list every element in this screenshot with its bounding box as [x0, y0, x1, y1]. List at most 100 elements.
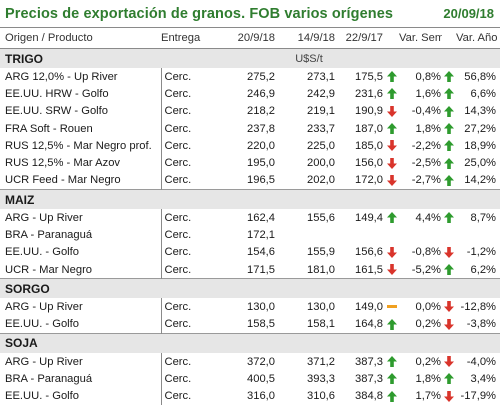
column-header-row: Origen / Producto Entrega 20/9/18 14/9/1… — [0, 27, 500, 49]
col-header-var-year: Var. Año — [456, 27, 500, 49]
cell-price-date2: 202,0 — [307, 174, 335, 187]
arrow-up-icon — [442, 120, 456, 137]
cell-product: UCR - Mar Negro — [5, 263, 93, 276]
arrow-down-icon — [442, 387, 456, 404]
section-name: MAIZ — [0, 189, 161, 210]
arrow-up-icon — [385, 370, 399, 387]
cell-price-date2: 393,3 — [307, 372, 335, 385]
section-spacer — [339, 278, 500, 299]
cell-product: EE.UU. SRW - Golfo — [5, 105, 108, 118]
arrow-up-icon — [442, 154, 456, 171]
cell-delivery: Cerc. — [160, 137, 219, 155]
report-date: 20/09/18 — [443, 6, 494, 21]
cell-delivery: Cerc. — [160, 370, 219, 388]
section-spacer — [161, 189, 279, 210]
table-body: TRIGO U$S/t ARG 12,0% - Up River Cerc. 275,2… — [0, 48, 500, 405]
cell-var-year — [456, 226, 500, 243]
cell-var-year: 8,7% — [470, 211, 497, 224]
arrow-up-icon — [385, 316, 399, 334]
cell-var-year: 18,9% — [464, 139, 496, 152]
cell-var-week: -2,7% — [411, 174, 441, 187]
cell-delivery: Cerc. — [160, 119, 219, 138]
cell-price-date2: 225,0 — [307, 139, 335, 152]
cell-delivery: Cerc. — [160, 85, 219, 103]
cell-var-year: 56,8% — [464, 70, 496, 83]
cell-delivery: Cerc. — [160, 209, 219, 227]
arrow-up-icon — [385, 120, 399, 137]
cell-price-date2 — [279, 226, 339, 243]
table-row: ARG - Up River Cerc. 130,0 130,0 149,0 0,0% -1… — [0, 298, 500, 316]
cell-product: EE.UU. HRW - Golfo — [5, 87, 109, 100]
cell-price-date3: 161,5 — [355, 263, 383, 276]
cell-price-date2: 155,9 — [307, 246, 335, 259]
cell-var-year: -12,8% — [460, 300, 496, 313]
cell-price-date1: 237,8 — [247, 122, 275, 135]
cell-delivery: Cerc. — [160, 387, 219, 405]
section-unit — [279, 278, 339, 299]
section-spacer — [339, 189, 500, 210]
cell-var-year: 6,6% — [470, 87, 497, 100]
arrow-up-icon — [385, 85, 399, 102]
cell-delivery: Cerc. — [160, 315, 219, 334]
section-spacer — [339, 332, 500, 353]
cell-price-date2: 310,6 — [307, 390, 335, 403]
cell-price-date3: 231,6 — [355, 87, 383, 100]
cell-price-date1: 171,5 — [247, 263, 275, 276]
cell-arrow-week — [385, 226, 399, 243]
cell-var-year: -1,2% — [466, 246, 496, 259]
cell-delivery: Cerc. — [160, 243, 219, 261]
cell-price-date3: 190,9 — [355, 105, 383, 118]
arrow-down-icon — [385, 172, 399, 190]
cell-var-week: 0,0% — [415, 300, 442, 313]
cell-price-date1: 372,0 — [247, 355, 275, 368]
cell-var-week: 0,8% — [415, 70, 442, 83]
cell-product: EE.UU. - Golfo — [5, 318, 79, 331]
cell-price-date3: 164,8 — [355, 318, 383, 331]
cell-var-week: -5,2% — [411, 263, 441, 276]
cell-price-date3: 175,5 — [355, 70, 383, 83]
cell-arrow-year — [442, 226, 456, 243]
cell-price-date3: 156,0 — [355, 157, 383, 170]
table-row: EE.UU. - Golfo Cerc. 158,5 158,1 164,8 0,2% -3… — [0, 315, 500, 334]
table-row: ARG - Up River Cerc. 372,0 371,2 387,3 0,2% -4… — [0, 352, 500, 371]
col-header-date3: 22/9/17 — [339, 27, 385, 49]
cell-var-year: 6,2% — [470, 263, 497, 276]
table-row: UCR - Mar Negro Cerc. 171,5 181,0 161,5 -5,2%… — [0, 260, 500, 279]
cell-var-week: 1,8% — [415, 122, 442, 135]
cell-price-date1: 195,0 — [247, 157, 275, 170]
arrow-down-icon — [385, 244, 399, 261]
cell-price-date3: 387,3 — [355, 355, 383, 368]
section-unit: U$S/t — [279, 48, 339, 68]
section-spacer — [161, 332, 279, 353]
arrow-down-icon — [442, 244, 456, 261]
table-row: RUS 12,5% - Mar Negro prof. Cerc. 220,0 225… — [0, 137, 500, 155]
table-row: ARG - Up River Cerc. 162,4 155,6 149,4 4,4% 8,… — [0, 209, 500, 227]
cell-price-date2: 233,7 — [307, 122, 335, 135]
table-row: FRA Soft - Rouen Cerc. 237,8 233,7 187,0 1,8%… — [0, 119, 500, 138]
cell-var-week: 1,8% — [415, 372, 442, 385]
cell-var-week: 4,4% — [415, 211, 442, 224]
cell-var-year: 25,0% — [464, 157, 496, 170]
arrow-flat-icon — [385, 298, 399, 315]
arrow-down-icon — [385, 103, 399, 120]
cell-price-date3: 387,3 — [355, 372, 383, 385]
arrow-up-icon — [442, 172, 456, 190]
arrow-down-icon — [442, 316, 456, 334]
cell-price-date3: 172,0 — [355, 174, 383, 187]
section-name: TRIGO — [0, 48, 161, 68]
cell-var-week: 0,2% — [415, 355, 442, 368]
cell-var-year: 14,2% — [464, 174, 496, 187]
cell-delivery: Cerc. — [160, 171, 219, 190]
table-row: BRA - Paranaguá Cerc. 172,1 — [0, 226, 500, 244]
cell-price-date1: 154,6 — [247, 246, 275, 259]
cell-product: ARG - Up River — [5, 211, 83, 224]
cell-delivery: Cerc. — [160, 68, 219, 86]
arrow-up-icon — [442, 68, 456, 85]
cell-price-date3: 156,6 — [355, 246, 383, 259]
arrow-up-icon — [442, 370, 456, 387]
table-row: BRA - Paranaguá Cerc. 400,5 393,3 387,3 1,8% 3… — [0, 370, 500, 388]
col-header-delivery: Entrega — [161, 27, 219, 49]
section-name: SORGO — [0, 278, 161, 299]
section-unit — [279, 189, 339, 210]
cell-delivery: Cerc. — [160, 352, 219, 371]
